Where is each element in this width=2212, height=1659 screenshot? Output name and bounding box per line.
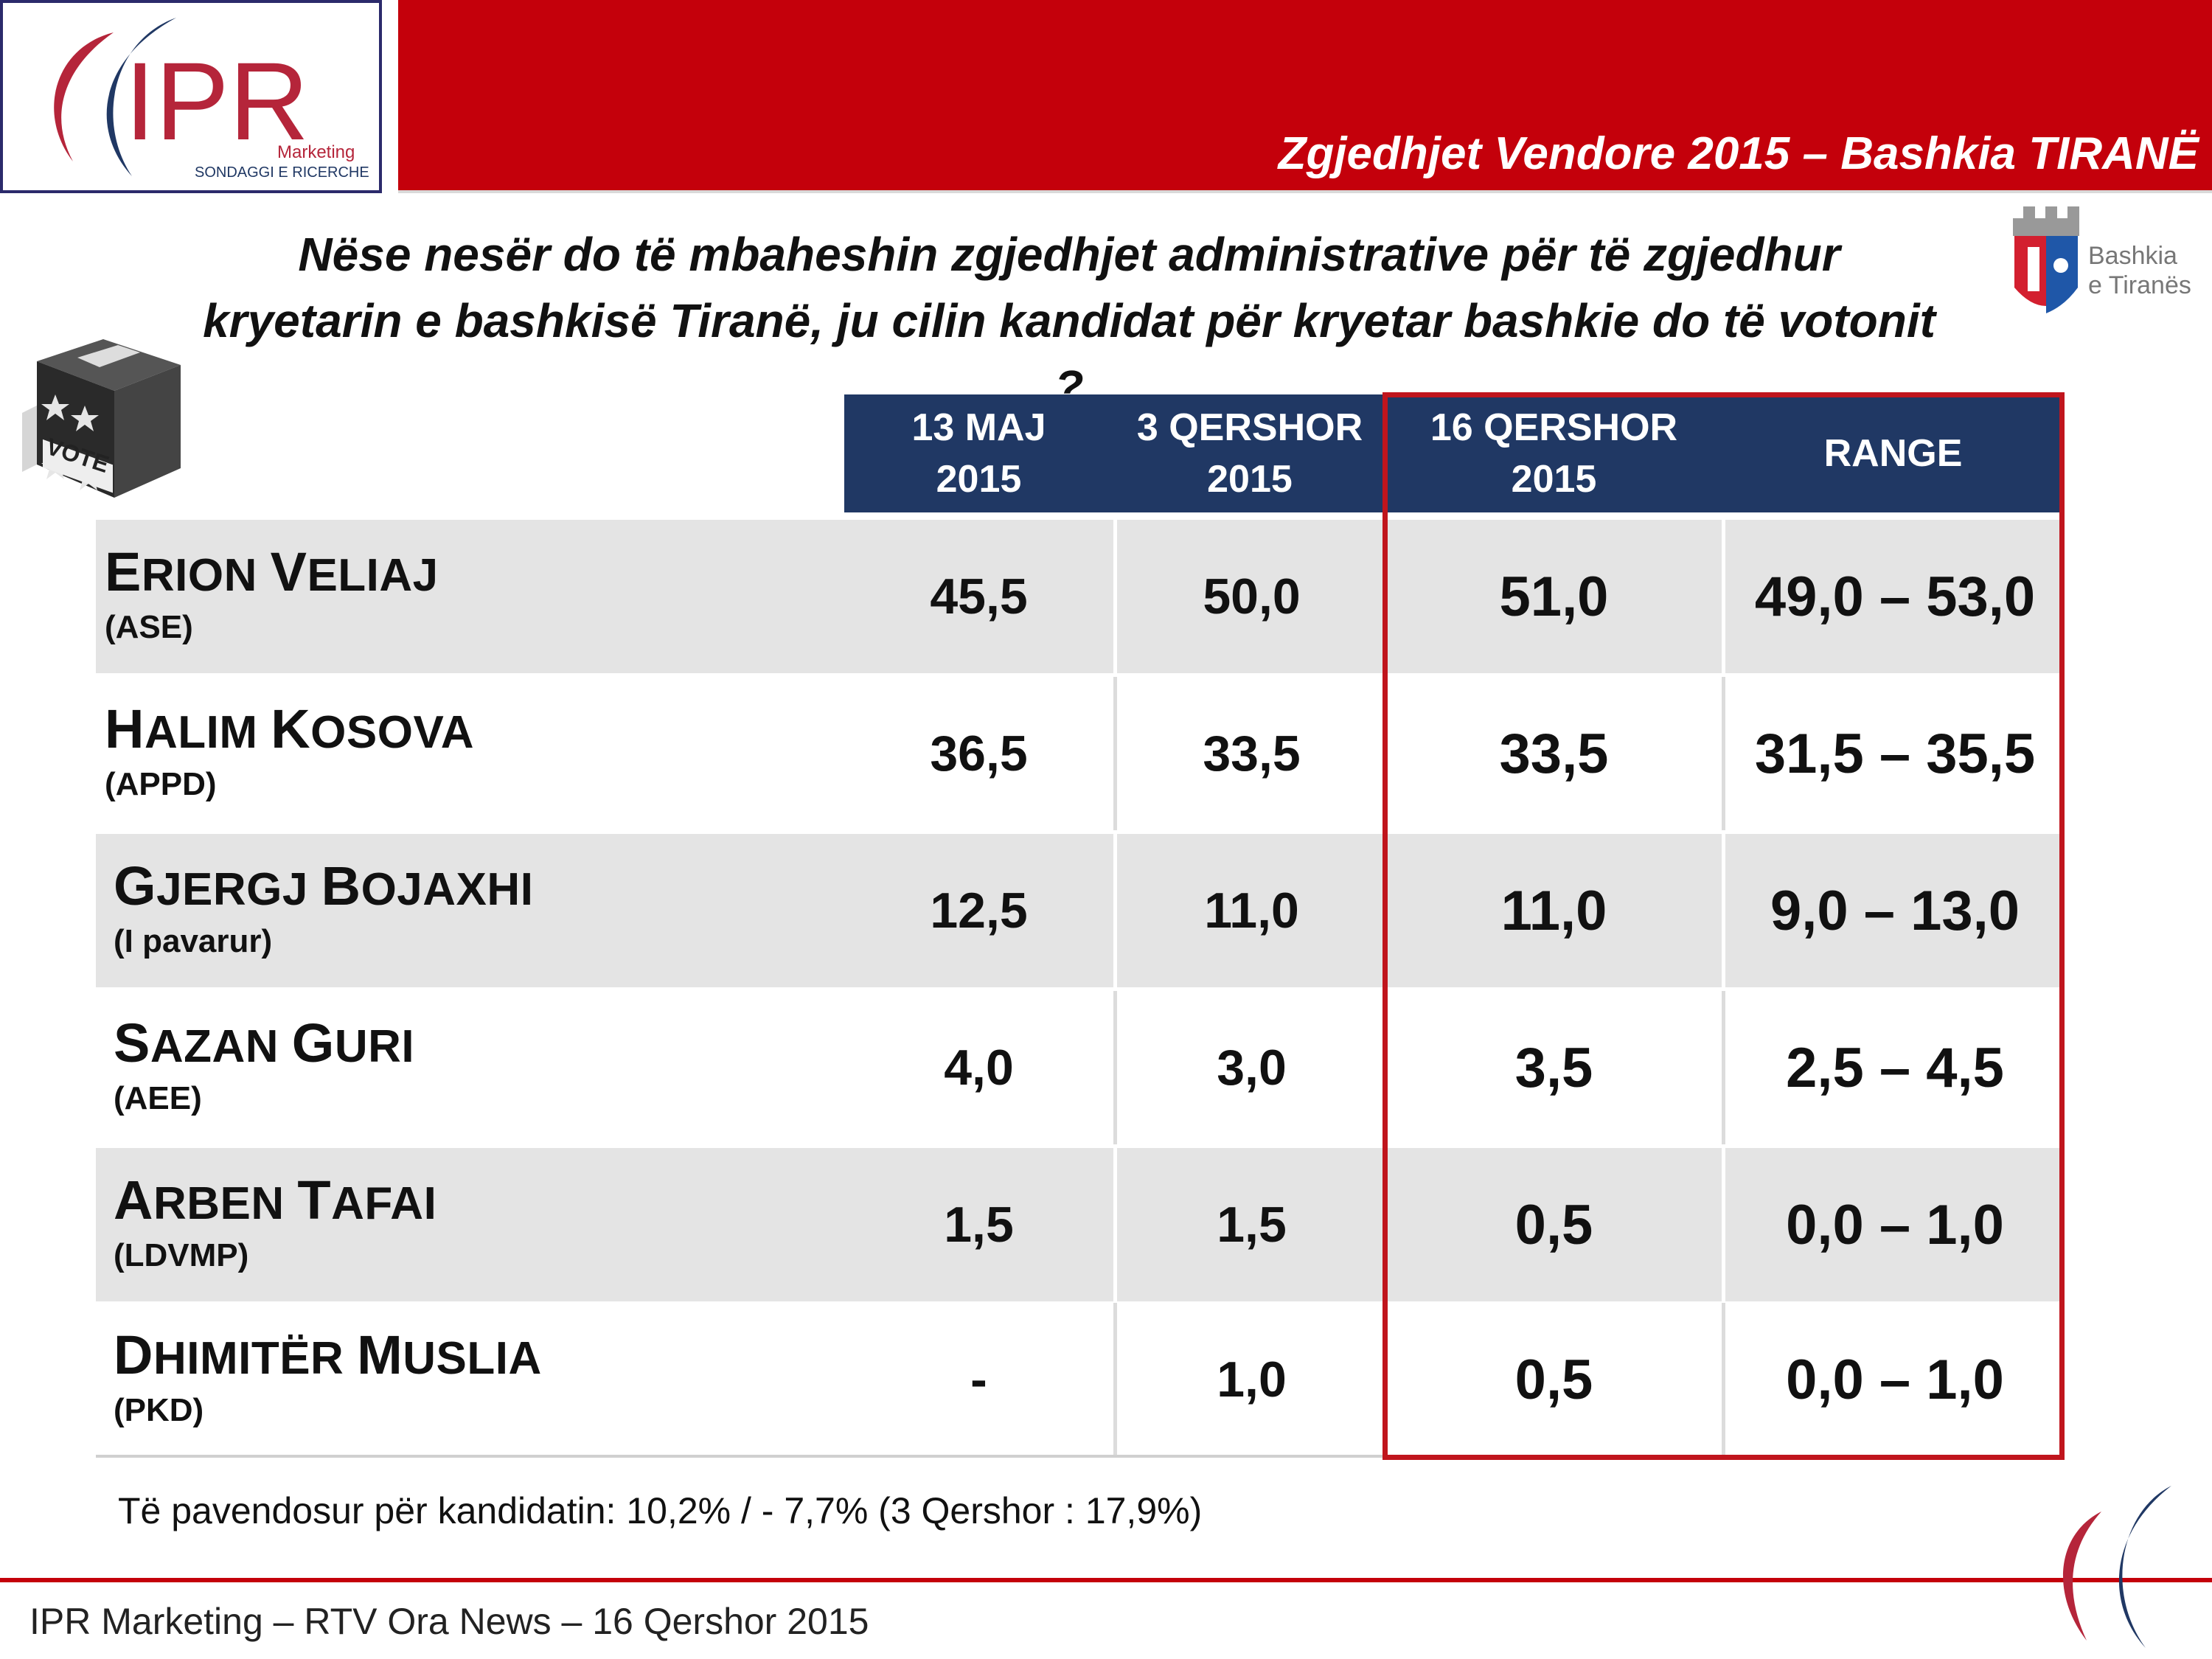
value-range: 31,5 – 35,5 — [1754, 722, 2036, 785]
value-3-qershor: 3,0 — [1217, 1040, 1287, 1096]
svg-text:Bashkia: Bashkia — [2088, 242, 2177, 270]
value-13-maj: 12,5 — [930, 883, 1028, 939]
svg-text:IPR: IPR — [125, 39, 309, 163]
undecided-note: Të pavendosur për kandidatin: 10,2% / - … — [118, 1490, 1203, 1531]
value-16-qershor: 0,5 — [1514, 1193, 1593, 1256]
footer-rule — [0, 1578, 2212, 1582]
candidate-party: (I pavarur) — [114, 923, 273, 959]
ipr-logo: IPR Marketing SONDAGGI E RICERCHE — [0, 0, 382, 193]
value-13-maj: 1,5 — [944, 1197, 1014, 1253]
candidate: SAZAN GURI (AEE) — [114, 1012, 414, 1117]
candidate-name: SAZAN GURI — [114, 1012, 415, 1074]
value-16-qershor: 3,5 — [1514, 1036, 1593, 1099]
value-3-qershor: 1,5 — [1217, 1197, 1287, 1253]
svg-text:Marketing: Marketing — [277, 142, 355, 162]
ballot-box-icon: VOTE — [15, 324, 184, 501]
value-16-qershor: 11,0 — [1500, 879, 1607, 942]
value-16-qershor: 0,5 — [1514, 1348, 1593, 1411]
candidate: ERION VELIAJ (ASE) — [105, 540, 439, 646]
ipr-swoosh-corner-icon — [2035, 1482, 2197, 1652]
table-row: ARBEN TAFAI (LDVMP) 1,5 1,5 0,5 0,0 – 1,… — [96, 1148, 2065, 1301]
candidate-name: HALIM KOSOVA — [105, 698, 475, 759]
table-row: HALIM KOSOVA (APPD) 36,5 33,5 33,5 31,5 … — [96, 677, 2065, 830]
value-3-qershor: 1,0 — [1217, 1352, 1287, 1408]
value-13-maj: - — [970, 1352, 987, 1408]
value-16-qershor: 33,5 — [1499, 722, 1609, 785]
table-row: ERION VELIAJ (ASE) 45,5 50,0 51,0 49,0 –… — [96, 520, 2065, 673]
candidate-name: ERION VELIAJ — [105, 541, 439, 602]
candidate-name: ARBEN TAFAI — [114, 1169, 437, 1231]
value-13-maj: 4,0 — [944, 1040, 1014, 1096]
latest-poll-highlight — [1382, 392, 2065, 1460]
ipr-swoosh-icon: IPR Marketing SONDAGGI E RICERCHE — [54, 18, 369, 181]
candidate-party: (AEE) — [114, 1080, 202, 1116]
value-range: 0,0 – 1,0 — [1786, 1348, 2004, 1411]
value-16-qershor: 51,0 — [1499, 565, 1609, 628]
value-range: 2,5 – 4,5 — [1786, 1036, 2004, 1099]
table-row: DHIMITËR MUSLIA (PKD) - 1,0 0,5 0,0 – 1,… — [96, 1303, 2065, 1456]
value-3-qershor: 50,0 — [1203, 568, 1301, 625]
value-3-qershor: 33,5 — [1203, 726, 1301, 782]
candidate-party: (PKD) — [114, 1392, 204, 1428]
column-header-3-qershor: 3 QERSHOR 2015 — [1113, 394, 1386, 512]
tirana-municipality-logo: Bashkia e Tiranës — [2006, 206, 2212, 332]
candidate-party: (APPD) — [105, 766, 217, 802]
value-range: 0,0 – 1,0 — [1786, 1193, 2004, 1256]
column-header-13-maj: 13 MAJ 2015 — [844, 394, 1113, 512]
candidate-party: (ASE) — [105, 609, 193, 645]
table-row: SAZAN GURI (AEE) 4,0 3,0 3,5 2,5 – 4,5 — [96, 991, 2065, 1144]
table-row: GJERGJ BOJAXHI (I pavarur) 12,5 11,0 11,… — [96, 834, 2065, 987]
candidate: ARBEN TAFAI (LDVMP) — [114, 1169, 437, 1274]
candidate: GJERGJ BOJAXHI (I pavarur) — [114, 855, 533, 960]
header-banner: Zgjedhjet Vendore 2015 – Bashkia TIRANË — [398, 0, 2212, 193]
candidate: HALIM KOSOVA (APPD) — [105, 698, 474, 803]
value-range: 49,0 – 53,0 — [1754, 565, 2036, 628]
footer-source: IPR Marketing – RTV Ora News – 16 Qersho… — [29, 1601, 869, 1642]
value-13-maj: 36,5 — [930, 726, 1028, 782]
table-bottom-rule — [96, 1455, 2065, 1458]
candidate-name: GJERGJ BOJAXHI — [114, 855, 534, 917]
svg-text:e Tiranës: e Tiranës — [2088, 271, 2191, 299]
value-3-qershor: 11,0 — [1204, 883, 1299, 939]
tirana-crest-icon: Bashkia e Tiranës — [2013, 206, 2191, 313]
candidate: DHIMITËR MUSLIA (PKD) — [114, 1324, 542, 1429]
svg-text:SONDAGGI E RICERCHE: SONDAGGI E RICERCHE — [195, 164, 369, 181]
value-13-maj: 45,5 — [930, 568, 1028, 625]
candidate-party: (LDVMP) — [114, 1237, 249, 1273]
survey-question: Nëse nesër do të mbaheshin zgjedhjet adm… — [184, 221, 1954, 420]
banner-title: Zgjedhjet Vendore 2015 – Bashkia TIRANË — [1278, 128, 2199, 179]
column-header-16-qershor: 16 QERSHOR 2015 — [1386, 394, 1722, 512]
column-header-range: RANGE — [1722, 394, 2065, 512]
question-line-1: Nëse nesër do të mbaheshin zgjedhjet adm… — [298, 228, 1840, 281]
candidate-name: DHIMITËR MUSLIA — [114, 1324, 542, 1385]
question-line-2: kryetarin e bashkisë Tiranë, ju cilin ka… — [203, 294, 1935, 414]
value-range: 9,0 – 13,0 — [1770, 879, 2020, 942]
